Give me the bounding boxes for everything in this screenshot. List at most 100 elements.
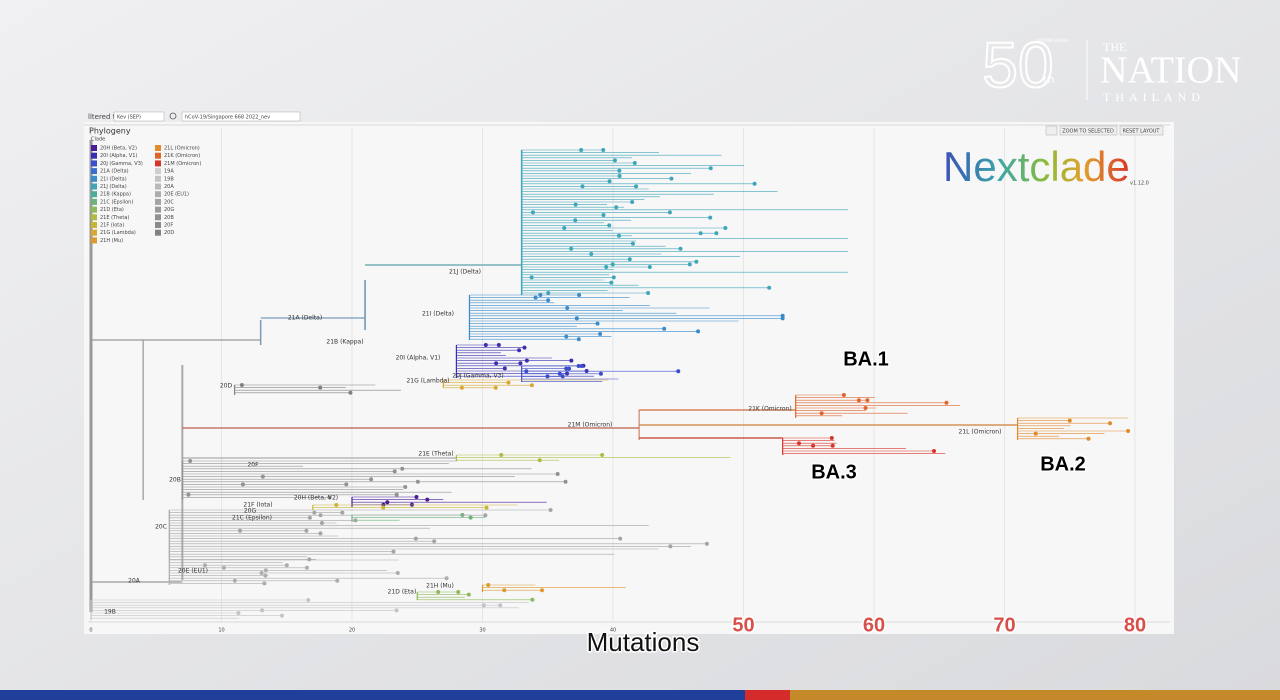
clade-label: 21M (Omicron) bbox=[568, 422, 613, 429]
node bbox=[630, 200, 635, 204]
button[interactable] bbox=[1059, 125, 1118, 136]
legend-swatch bbox=[155, 214, 161, 221]
legend-swatch bbox=[155, 168, 161, 175]
button-label[interactable]: ZOOM TO SELECTED bbox=[1062, 129, 1114, 135]
node bbox=[259, 571, 264, 575]
stripe bbox=[745, 690, 790, 700]
anniversary: 50 bbox=[982, 29, 1053, 101]
node bbox=[829, 436, 834, 440]
node bbox=[306, 598, 311, 602]
node bbox=[604, 265, 609, 269]
node bbox=[524, 369, 529, 374]
node bbox=[567, 366, 572, 371]
node bbox=[601, 213, 606, 217]
nextclade-logo: Nextclade bbox=[943, 143, 1130, 190]
node bbox=[630, 241, 635, 246]
legend-label: 21L (Omicron) bbox=[164, 146, 200, 152]
node bbox=[944, 400, 949, 405]
node bbox=[284, 563, 289, 568]
legend-swatch bbox=[155, 229, 161, 236]
node bbox=[344, 482, 349, 487]
legend-label: 20F bbox=[164, 223, 173, 229]
legend-label: 21C (Epsilon) bbox=[100, 199, 133, 205]
node bbox=[524, 358, 529, 363]
node bbox=[796, 441, 801, 446]
legend-swatch bbox=[91, 160, 97, 167]
chip[interactable] bbox=[181, 111, 301, 122]
node bbox=[538, 293, 543, 297]
node bbox=[240, 482, 245, 487]
node bbox=[1126, 429, 1131, 433]
node bbox=[385, 500, 390, 505]
node bbox=[456, 590, 461, 594]
legend-label: 21I (Delta) bbox=[100, 176, 127, 182]
node bbox=[607, 179, 612, 184]
group: NATION GROUP bbox=[1037, 38, 1068, 43]
annotation: BA.2 bbox=[1040, 453, 1086, 475]
chip-text[interactable]: hCoV-19/Singapore 668 2022_nev bbox=[185, 115, 270, 121]
node bbox=[394, 492, 399, 497]
node bbox=[667, 210, 672, 215]
node bbox=[394, 608, 399, 613]
node bbox=[483, 343, 488, 347]
button-label[interactable]: RESET LAYOUT bbox=[1123, 129, 1161, 135]
node bbox=[676, 369, 681, 374]
legend-label: 20H (Beta, V2) bbox=[100, 146, 137, 152]
node bbox=[188, 459, 193, 463]
version: v1.12.0 bbox=[1130, 181, 1149, 187]
legend-label: 20I (Alpha, V1) bbox=[100, 153, 137, 159]
node bbox=[576, 364, 581, 368]
node bbox=[598, 371, 603, 376]
x-tick-label: 60 bbox=[863, 614, 885, 636]
legend-swatch bbox=[91, 175, 97, 182]
filter-label: lltered to bbox=[88, 113, 120, 121]
stripe bbox=[790, 690, 1280, 700]
axis-title: Mutations bbox=[587, 627, 700, 657]
node bbox=[565, 306, 570, 310]
node bbox=[557, 371, 562, 376]
stripe bbox=[0, 690, 745, 700]
node bbox=[668, 544, 673, 549]
x-tick-label: 30 bbox=[479, 628, 485, 634]
x-tick-label: 0 bbox=[89, 628, 92, 634]
node bbox=[564, 366, 569, 371]
legend-swatch bbox=[91, 237, 97, 244]
legend-label: 21K (Omicron) bbox=[164, 153, 200, 159]
legend-swatch bbox=[91, 198, 97, 205]
node bbox=[610, 262, 615, 267]
legend-label: 20A bbox=[164, 184, 174, 190]
node bbox=[381, 505, 386, 510]
brand-bottom: THAILAND bbox=[1103, 90, 1205, 104]
node bbox=[414, 495, 419, 499]
node bbox=[856, 398, 861, 403]
node bbox=[502, 366, 507, 371]
search-button[interactable] bbox=[1045, 125, 1058, 136]
node bbox=[236, 611, 241, 615]
clade-label: 19B bbox=[104, 609, 116, 616]
node bbox=[678, 246, 683, 251]
node bbox=[392, 469, 397, 474]
chip-text[interactable]: Kev (SEP) bbox=[117, 115, 141, 121]
legend-label: 20C bbox=[164, 199, 174, 205]
annotation: BA.3 bbox=[811, 461, 857, 483]
node bbox=[466, 592, 471, 597]
node bbox=[560, 374, 565, 379]
button[interactable] bbox=[1119, 125, 1164, 136]
node bbox=[481, 603, 486, 608]
node bbox=[548, 508, 553, 512]
node bbox=[304, 528, 309, 533]
legend-swatch bbox=[91, 229, 97, 236]
chip[interactable] bbox=[113, 111, 165, 122]
legend-label: 20D bbox=[164, 230, 174, 236]
brand-name: NATION bbox=[1100, 50, 1241, 92]
anniversary-suffix: th bbox=[1043, 73, 1054, 86]
node bbox=[493, 385, 498, 390]
node bbox=[669, 176, 674, 181]
node bbox=[537, 458, 542, 463]
node bbox=[522, 345, 527, 350]
node bbox=[865, 398, 870, 403]
clade-label: 20G bbox=[244, 508, 257, 515]
node bbox=[546, 298, 551, 303]
clade-label: 20F bbox=[247, 462, 259, 469]
